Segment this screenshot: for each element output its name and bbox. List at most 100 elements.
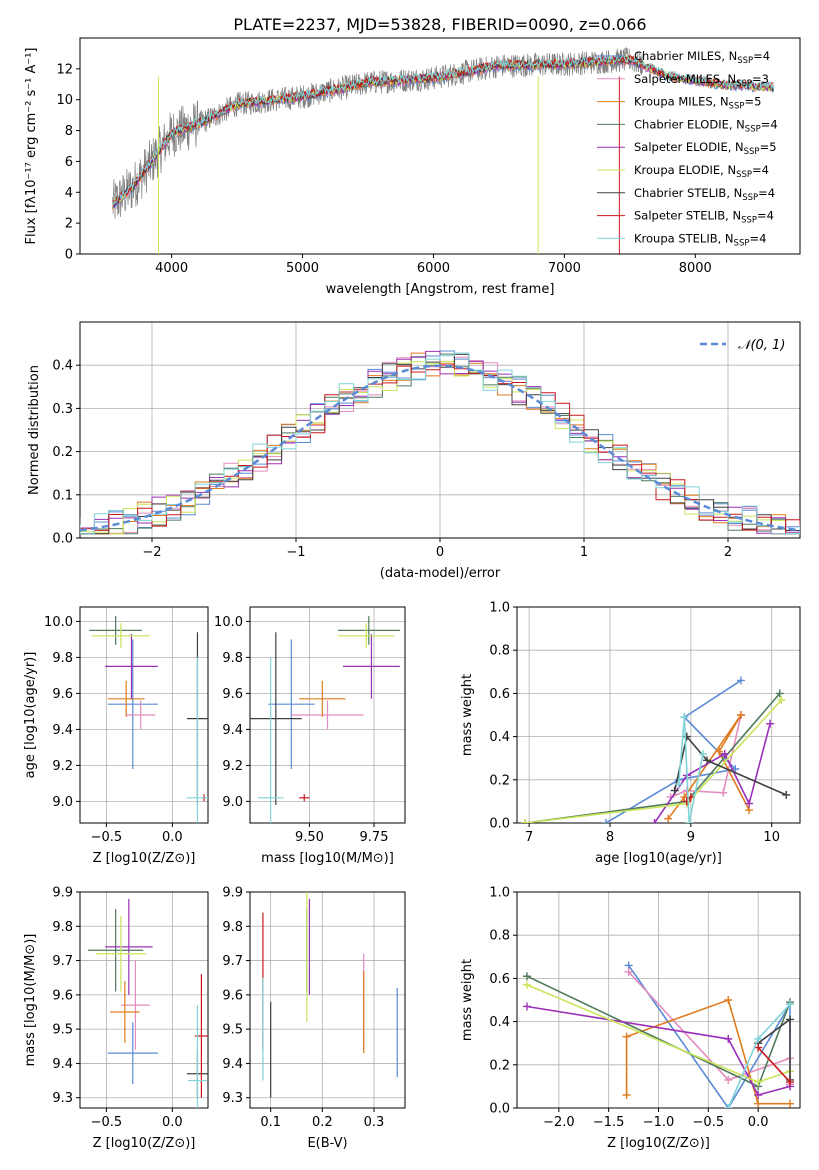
axes-frame (516, 891, 801, 1109)
weight-marker-kroupa_elodie (521, 819, 530, 823)
weight-marker-kroupa_stelib (698, 749, 707, 758)
y-tick-label: 0.4 (52, 359, 73, 374)
weight-marker-kroupa_elodie (754, 1078, 763, 1087)
legend-label-salpeter_elodie: Salpeter ELODIE, NSSP=5 (634, 140, 777, 157)
y-tick-label: 9.8 (52, 920, 73, 935)
mass-vs-z-marks (87, 898, 208, 1108)
y-tick-label: 9.9 (222, 886, 243, 901)
weight-marker-kroupa_stelib (754, 1034, 763, 1043)
y-tick-label: 10.0 (214, 615, 243, 630)
y-tick-label: 9.6 (52, 988, 73, 1003)
weight-marker-chabrier_stelib (670, 786, 679, 795)
y-tick-label: 0.4 (489, 1015, 510, 1030)
axes-frame (79, 37, 801, 255)
y-tick-label: 0 (65, 248, 73, 263)
x-tick-label: 10 (763, 830, 780, 845)
x-tick-label: −2.0 (543, 1115, 575, 1130)
x-axis-label: E(B-V) (307, 1136, 347, 1151)
x-tick-label: 8000 (679, 261, 712, 276)
x-tick-label: −1.5 (593, 1115, 625, 1130)
model-spectrum-kroupa_stelib (112, 54, 775, 206)
weight-vs-age-panel: 7 8 9 10 0.0 0.2 0.4 0.6 0.8 1.0 age [log10(age/yr… (460, 601, 801, 866)
y-axis-label: Flux [fλ10⁻¹⁷ erg cm⁻² s⁻¹ A⁻¹] (24, 48, 39, 245)
axes-frame (79, 891, 209, 1109)
weight-marker-salpeter_elodie (766, 719, 775, 728)
legend-label-kroupa_stelib: Kroupa STELIB, NSSP=4 (634, 231, 766, 248)
x-tick-label: −0.5 (91, 830, 123, 845)
spectrum-panel: 4000 5000 6000 7000 8000 0 2 4 6 8 10 12 wavelength … (24, 37, 801, 297)
weight-marker-salpeter_miles (719, 788, 728, 797)
x-tick-label: 0.2 (312, 1115, 333, 1130)
legend-subscript: SSP (744, 147, 760, 157)
x-axis-label: mass [log10(M/M⊙)] (261, 851, 394, 866)
x-tick-label: −0.5 (693, 1115, 725, 1130)
y-tick-label: 10 (56, 93, 73, 108)
y-tick-label: 0.8 (489, 644, 510, 659)
x-tick-label: 9.75 (360, 830, 389, 845)
y-tick-label: 0.2 (52, 445, 73, 460)
weight-marker-salpeter_stelib (786, 1078, 795, 1087)
weight-marker-chabrier_stelib (682, 732, 691, 741)
axes-frame (249, 606, 406, 824)
weight-marker-kroupa_miles (724, 996, 733, 1004)
legend-count: =4 (758, 186, 775, 200)
y-tick-label: 9.7 (222, 954, 243, 969)
residual-histogram-kroupa_miles (80, 352, 800, 535)
y-tick-label: 0.8 (489, 929, 510, 944)
gaussian-reference-line (80, 364, 800, 532)
y-tick-label: 9.8 (222, 651, 243, 666)
y-tick-label: 0.2 (489, 773, 510, 788)
y-tick-label: 9.4 (52, 1057, 73, 1072)
weight-marker-chabrier_miles (736, 676, 745, 685)
legend-count: =4 (749, 231, 766, 245)
weight-marker-chabrier_stelib (782, 790, 791, 799)
legend-count: =4 (761, 117, 778, 131)
x-tick-label: 1 (580, 545, 588, 560)
weight-marker-salpeter_miles (724, 1075, 733, 1084)
y-tick-label: 0.4 (489, 730, 510, 745)
weight-vs-z-panel: −2.0 −1.5 −1.0 −0.5 0.0 0.0 0.2 0.4 0.6 0.8 1.0 Z [… (460, 886, 801, 1151)
weight-vs-age-marks (521, 676, 791, 823)
y-tick-label: 1.0 (489, 601, 510, 616)
weight-marker-kroupa_stelib (685, 819, 694, 823)
x-axis-label: (data-model)/error (380, 566, 501, 581)
legend-label-salpeter_miles: Salpeter MILES, NSSP=3 (634, 72, 769, 89)
weight-marker-salpeter_elodie (745, 799, 754, 808)
x-tick-label: 5000 (286, 261, 319, 276)
y-tick-label: 8 (65, 124, 73, 139)
weight-marker-salpeter_miles (624, 967, 633, 976)
weight-line-kroupa_stelib (677, 717, 704, 823)
x-tick-label: 0.0 (162, 830, 183, 845)
y-tick-label: 0.2 (489, 1058, 510, 1073)
weight-marker-salpeter_elodie (720, 749, 729, 758)
weight-marker-salpeter_stelib (754, 1043, 763, 1052)
weight-marker-kroupa_miles (715, 747, 724, 756)
y-axis-label: age [log10(age/yr)] (23, 652, 38, 779)
y-tick-label: 9.4 (52, 723, 73, 738)
figure-title: PLATE=2237, MJD=53828, FIBERID=0090, z=0… (233, 15, 646, 34)
y-tick-label: 9.9 (52, 886, 73, 901)
y-tick-label: 0.0 (489, 1102, 510, 1117)
x-tick-label: 4000 (155, 261, 188, 276)
weight-marker-kroupa_miles (622, 1032, 631, 1041)
legend-label-kroupa_elodie: Kroupa ELODIE, NSSP=4 (634, 163, 769, 180)
y-axis-label: Normed distribution (27, 365, 42, 495)
weight-marker-salpeter_stelib (682, 797, 691, 806)
weight-marker-kroupa_miles (786, 1099, 795, 1108)
x-tick-label: −2 (142, 545, 161, 560)
y-tick-label: 9.3 (222, 1091, 243, 1106)
legend-count: =5 (760, 140, 777, 154)
x-axis-label: wavelength [Angstrom, rest frame] (326, 282, 555, 297)
legend-count: =4 (753, 49, 770, 63)
weight-marker-kroupa_stelib (724, 1104, 733, 1108)
x-axis-label: Z [log10(Z/Z⊙)] (607, 1136, 710, 1151)
weight-marker-salpeter_elodie (522, 1002, 531, 1011)
legend-label-chabrier_stelib: Chabrier STELIB, NSSP=4 (634, 186, 775, 203)
y-tick-label: 9.6 (222, 687, 243, 702)
weight-line-kroupa_elodie (525, 699, 782, 823)
residuals-panel: −2 −1 0 1 2 0.0 0.1 0.2 0.3 0.4 (data-model)/error… (27, 321, 801, 581)
legend-count: =4 (752, 163, 769, 177)
axes-frame (249, 891, 406, 1109)
x-tick-label: 0 (436, 545, 444, 560)
